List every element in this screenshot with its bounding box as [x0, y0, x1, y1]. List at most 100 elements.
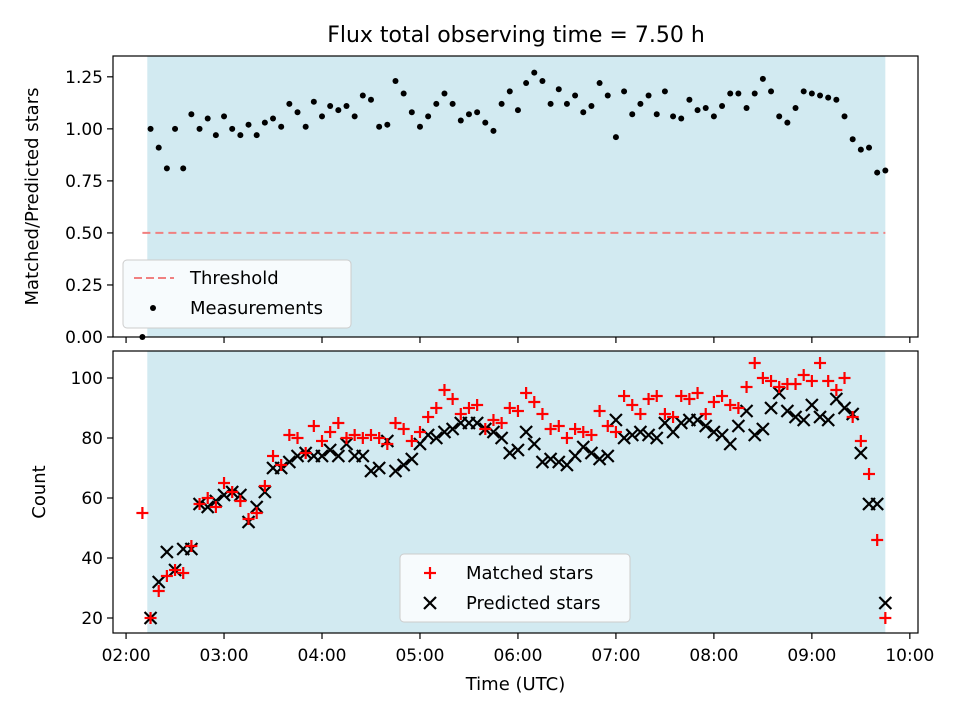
- matched-star-marker: [560, 432, 573, 444]
- measurement-point: [710, 113, 717, 120]
- matched-star-marker: [650, 390, 663, 402]
- matched-star-marker: [797, 369, 810, 381]
- measurement-point: [621, 88, 628, 95]
- matched-star-marker: [854, 435, 867, 447]
- measurement-point: [163, 165, 170, 172]
- matched-star-marker: [218, 477, 231, 489]
- measurement-point: [245, 121, 252, 128]
- measurement-point: [229, 125, 236, 132]
- matched-star-marker: [446, 393, 459, 405]
- measurement-point: [531, 69, 538, 76]
- measurement-point: [196, 125, 203, 132]
- matched-star-marker: [160, 570, 173, 582]
- measurement-point: [833, 96, 840, 103]
- x-tick-label: 04:00: [298, 646, 347, 666]
- top-axes-frame: [112, 55, 919, 338]
- measurement-point: [866, 144, 873, 151]
- matched-star-marker: [348, 429, 361, 441]
- matched-star-marker: [462, 402, 475, 414]
- measurement-point: [547, 100, 554, 107]
- bottom-y-axis-label: Count: [29, 465, 50, 518]
- predicted-star-marker: [805, 398, 819, 412]
- matched-star-marker: [544, 423, 557, 435]
- measurement-point: [596, 80, 603, 87]
- x-tick-label: 07:00: [591, 646, 640, 666]
- matched-star-marker: [471, 399, 484, 411]
- matched-star-marker: [805, 375, 818, 387]
- measurement-point: [645, 92, 652, 99]
- x-tick-label: 05:00: [395, 646, 444, 666]
- y-tick-label: 1.25: [65, 68, 103, 88]
- matched-star-marker: [381, 438, 394, 450]
- measurement-point: [474, 109, 481, 116]
- measurement-point: [172, 125, 179, 132]
- bottom-axes-frame: [112, 350, 919, 634]
- x-tick-label: 06:00: [493, 646, 542, 666]
- top-legend: Threshold Measurements: [122, 259, 352, 329]
- predicted-star-marker: [764, 401, 778, 415]
- measurement-point: [555, 86, 562, 93]
- x-tick-label: 03:00: [200, 646, 249, 666]
- legend-predicted-swatch: [423, 596, 437, 610]
- predicted-star-marker: [796, 413, 811, 427]
- measurement-point: [147, 125, 154, 132]
- matched-star-marker: [283, 429, 296, 441]
- predicted-star-marker: [315, 449, 329, 463]
- matched-star-marker: [740, 381, 753, 393]
- measurement-point: [678, 115, 685, 122]
- legend-matched-swatch: [424, 567, 436, 579]
- measurement-point: [384, 121, 391, 128]
- measurement-point: [237, 132, 244, 139]
- measurement-point: [221, 113, 228, 120]
- predicted-star-marker: [698, 419, 713, 433]
- y-tick-label: 0.00: [65, 328, 103, 348]
- measurement-point: [588, 102, 595, 109]
- measurement-point: [433, 100, 440, 107]
- bottom-panel: 20 40 60 80 100 02:00 03:00 04:00 05:00 06:00 07:…: [29, 350, 934, 695]
- matched-star-marker: [487, 414, 500, 426]
- matched-star-marker: [814, 357, 827, 369]
- predicted-star-marker: [780, 404, 795, 418]
- measurement-point: [449, 100, 456, 107]
- measurement-point: [278, 123, 285, 130]
- measurement-point: [180, 165, 187, 172]
- matched-star-marker: [658, 408, 671, 420]
- predicted-star-marker: [592, 452, 607, 466]
- predicted-star-marker: [511, 443, 525, 457]
- measurement-point: [604, 92, 611, 99]
- measurement-point: [294, 109, 301, 116]
- measurement-point: [784, 119, 791, 126]
- predicted-star-marker: [372, 461, 386, 475]
- measurement-point: [841, 113, 848, 120]
- measurement-point: [882, 167, 889, 174]
- measurement-point: [367, 96, 374, 103]
- y-tick-label: 1.00: [65, 120, 103, 140]
- measurement-point: [400, 90, 407, 97]
- matched-star-marker: [732, 402, 745, 414]
- measurement-point: [359, 92, 366, 99]
- matched-star-marker: [765, 375, 778, 387]
- matched-star-marker: [585, 429, 598, 441]
- x-tick-label: 10:00: [885, 646, 934, 666]
- matched-star-marker: [593, 405, 606, 417]
- matched-star-marker: [185, 540, 198, 552]
- predicted-star-marker: [527, 437, 542, 451]
- predicted-star-marker: [854, 446, 868, 460]
- matched-star-marker: [479, 423, 492, 435]
- measurement-point: [572, 92, 579, 99]
- bottom-legend: Matched stars Predicted stars: [399, 553, 631, 623]
- matched-star-marker: [577, 426, 590, 438]
- y-tick-label: 40: [81, 549, 103, 569]
- measurement-point: [735, 90, 742, 97]
- matched-star-marker: [618, 390, 631, 402]
- matched-star-marker: [275, 459, 288, 471]
- matched-star-marker: [528, 396, 541, 408]
- matched-star-marker: [136, 507, 149, 519]
- measurement-point: [270, 115, 277, 122]
- measurement-point: [155, 144, 162, 151]
- matched-star-marker: [830, 384, 843, 396]
- matched-star-marker: [152, 585, 165, 597]
- predicted-star-marker: [747, 428, 762, 442]
- y-tick-label: 0.75: [65, 172, 103, 192]
- matched-star-marker: [634, 408, 647, 420]
